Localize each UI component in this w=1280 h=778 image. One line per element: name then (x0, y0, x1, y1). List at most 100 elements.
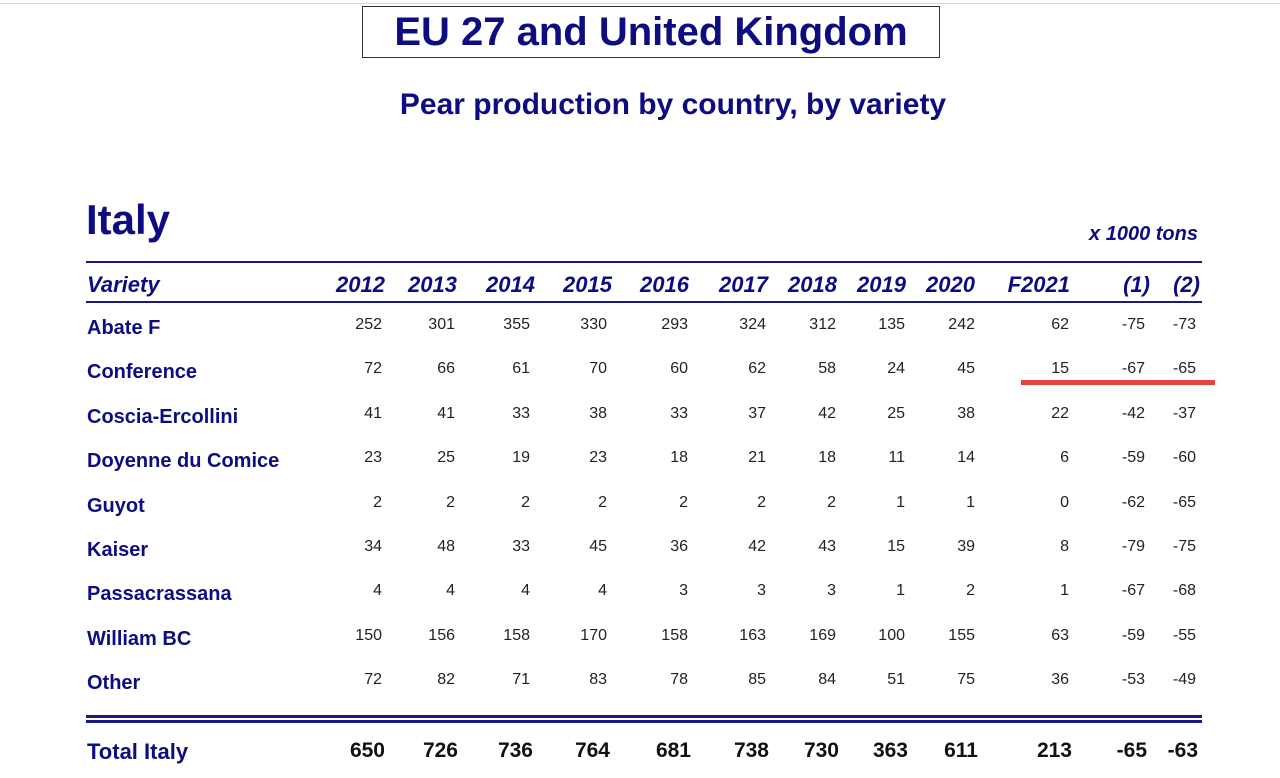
table-cell: 6 (1060, 449, 1069, 467)
table-cell: 33 (512, 404, 530, 422)
table-cell: 1 (896, 582, 905, 600)
variety-name: Passacrassana (87, 583, 232, 606)
table-row: Conference 72 66 61 70 60 62 58 24 45 15 -67 -65 (0, 360, 1280, 390)
table-cell: 2 (966, 582, 975, 600)
table-cell: 45 (589, 538, 607, 555)
table-cell: 3 (827, 582, 836, 600)
table-cell: 252 (355, 316, 382, 333)
table-cell: 63 (1051, 626, 1069, 644)
column-header: 2015 (563, 272, 612, 297)
table-cell: 25 (437, 449, 455, 467)
table-cell: 169 (809, 626, 836, 644)
table-cell: 14 (957, 449, 975, 467)
total-cell: 213 (1036, 739, 1072, 762)
table-cell: 48 (437, 538, 455, 555)
table-cell: 15 (1051, 360, 1069, 378)
column-header: 2014 (486, 272, 535, 297)
table-cell: 36 (1051, 671, 1069, 689)
table-cell: 1 (1060, 582, 1069, 600)
table-cell: 158 (503, 626, 530, 644)
table-cell: 156 (428, 626, 455, 644)
table-row: Coscia-Ercollini 41 41 33 38 33 37 42 25 38 22 -42 -… (0, 405, 1280, 435)
column-header: 2016 (640, 272, 689, 297)
table-cell: -42 (1121, 404, 1145, 422)
table-cell: 293 (661, 316, 688, 333)
table-cell: -75 (1172, 538, 1196, 555)
table-cell: -59 (1121, 449, 1145, 467)
table-cell: 84 (818, 671, 836, 689)
total-cell: 736 (497, 739, 533, 762)
variety-name: Coscia-Ercollini (87, 405, 239, 428)
table-row: Kaiser 34 48 33 45 36 42 43 15 39 8 -79 -75 (0, 538, 1280, 568)
table-cell: 51 (887, 671, 905, 689)
table-cell: 170 (580, 626, 607, 644)
total-cell: -65 (1116, 739, 1147, 762)
total-cell: 764 (574, 739, 610, 762)
table-cell: 19 (512, 449, 530, 467)
table-cell: 62 (748, 360, 766, 378)
table-cell: 42 (818, 404, 836, 422)
table-cell: 66 (437, 360, 455, 378)
table-cell: 45 (957, 360, 975, 378)
column-header: Variety (87, 272, 160, 297)
table-cell: 312 (809, 316, 836, 333)
total-cell: 730 (803, 739, 839, 762)
table-cell: 18 (670, 449, 688, 467)
table-cell: 2 (679, 493, 688, 511)
table-cell: -68 (1172, 582, 1196, 600)
table-cell: -55 (1172, 626, 1196, 644)
table-cell: 1 (966, 493, 975, 511)
table-row: Abate F 252 301 355 330 293 324 312 135 242 62 -75 -… (0, 316, 1280, 346)
table-cell: 34 (364, 538, 382, 555)
variety-name: Other (87, 672, 141, 695)
table-cell: 0 (1060, 493, 1069, 511)
header-bottom-rule (86, 301, 1202, 303)
table-cell: 135 (878, 316, 905, 333)
table-cell: 23 (364, 449, 382, 467)
table-cell: -79 (1121, 538, 1145, 555)
table-cell: -59 (1121, 626, 1145, 644)
total-rule-1 (86, 715, 1202, 718)
table-cell: 33 (670, 404, 688, 422)
variety-name: Doyenne du Comice (87, 450, 280, 473)
total-row: Total Italy 650 726 736 764 681 738 730 363 611 21… (0, 739, 1280, 769)
column-header: (1) (1123, 272, 1150, 297)
table-cell: 150 (355, 626, 382, 644)
table-cell: 61 (512, 360, 530, 378)
highlight-underline (1021, 380, 1215, 385)
top-border (0, 3, 1280, 4)
page-title: EU 27 and United Kingdom (362, 6, 940, 58)
column-header: (2) (1173, 272, 1200, 297)
table-cell: 2 (446, 493, 455, 511)
table-cell: 41 (437, 404, 455, 422)
table-cell: 33 (512, 538, 530, 555)
total-cell: -63 (1167, 739, 1198, 762)
table-cell: 163 (739, 626, 766, 644)
column-header: 2017 (719, 272, 768, 297)
column-header: 2020 (926, 272, 975, 297)
table-row: Guyot 2 2 2 2 2 2 2 1 1 0 -62 -65 (0, 494, 1280, 524)
table-cell: -73 (1172, 316, 1196, 333)
total-cell: 650 (349, 739, 385, 762)
table-cell: 25 (887, 404, 905, 422)
table-cell: -67 (1121, 360, 1145, 378)
table-cell: 39 (957, 538, 975, 555)
table-cell: 18 (818, 449, 836, 467)
table-cell: 1 (896, 493, 905, 511)
total-cell: 611 (944, 739, 978, 762)
table-cell: 71 (512, 671, 530, 689)
table-cell: 72 (364, 671, 382, 689)
table-cell: 4 (521, 582, 530, 600)
header-top-rule (86, 261, 1202, 263)
table-cell: 23 (589, 449, 607, 467)
total-cell: 726 (422, 739, 458, 762)
table-cell: 41 (364, 404, 382, 422)
table-cell: 38 (957, 404, 975, 422)
table-cell: 158 (661, 626, 688, 644)
table-cell: -53 (1121, 671, 1145, 689)
table-row: Doyenne du Comice 23 25 19 23 18 21 18 11 14 6 -59 -… (0, 449, 1280, 479)
table-cell: -65 (1172, 493, 1196, 511)
table-cell: 70 (589, 360, 607, 378)
table-cell: 62 (1051, 316, 1069, 333)
table-cell: 301 (428, 316, 455, 333)
